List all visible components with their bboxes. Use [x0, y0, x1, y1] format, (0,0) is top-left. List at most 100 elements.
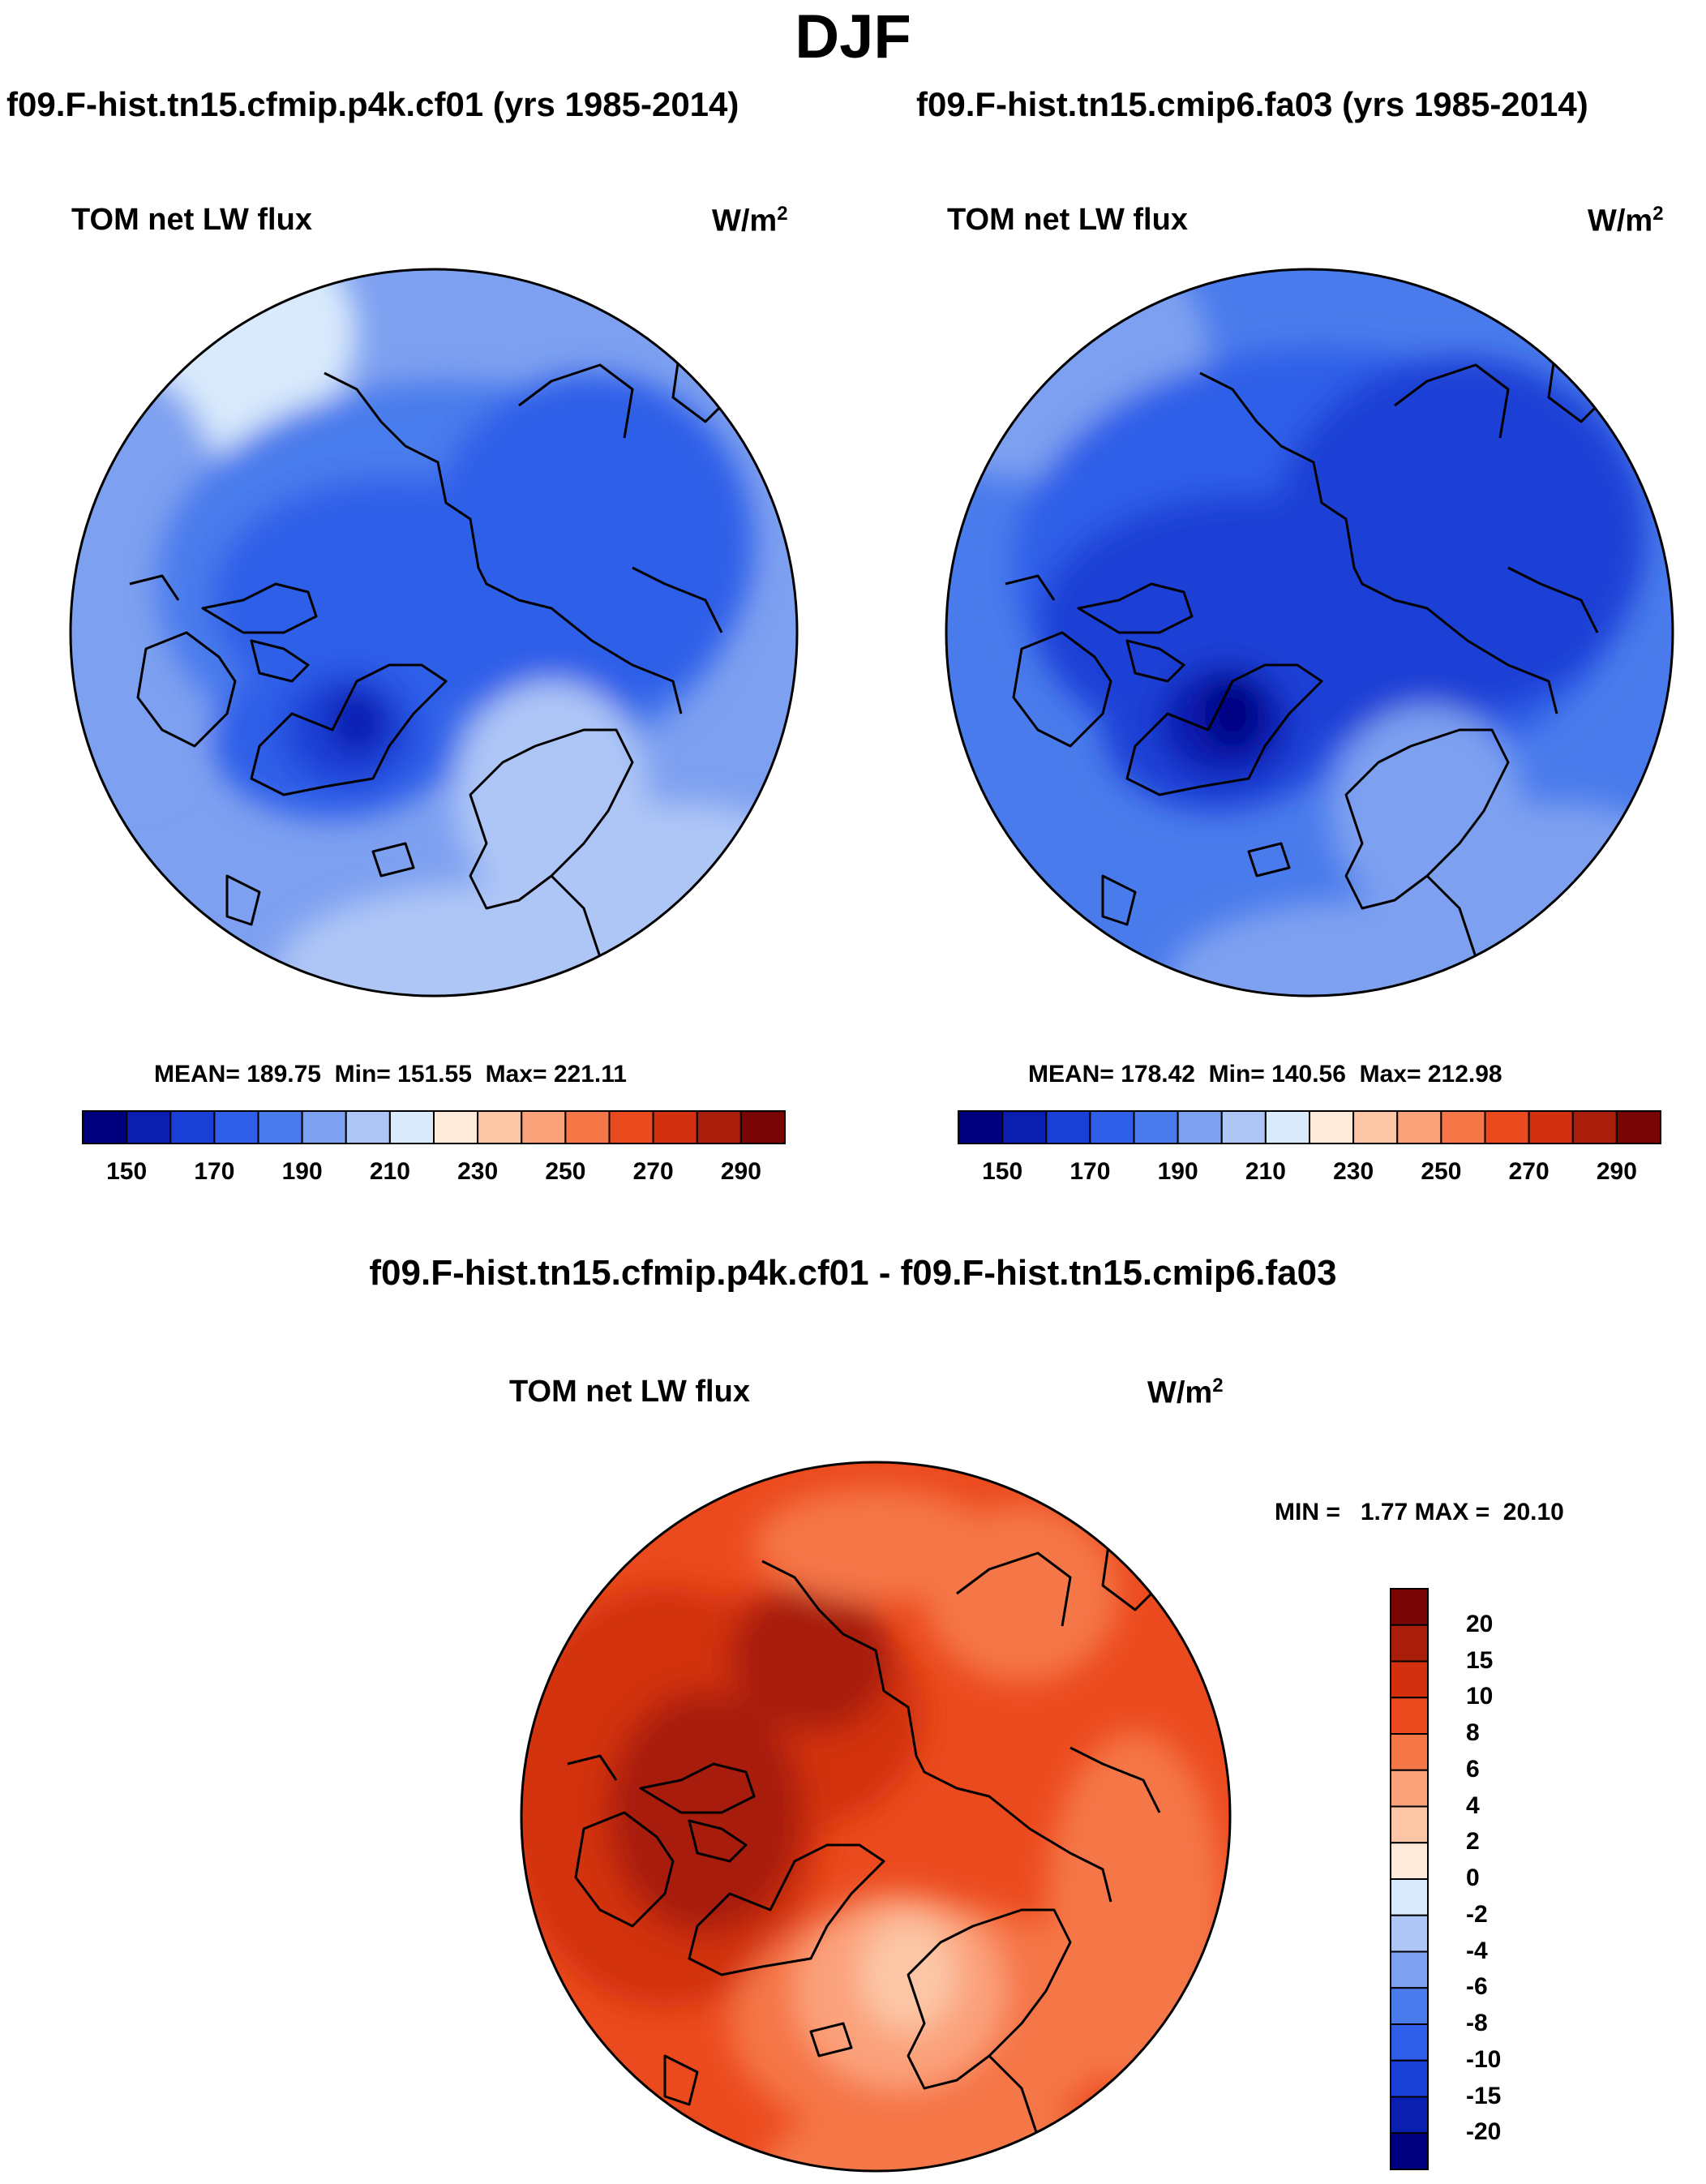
difference-colorbar-box: [1390, 2023, 1429, 2062]
left-colorbar-box: [521, 1110, 567, 1144]
difference-colorbar-tick-label: -15: [1466, 2082, 1502, 2109]
right-units-label: W/m2: [1588, 203, 1664, 238]
right-polar-map: [945, 268, 1674, 998]
left-stats: MEAN= 189.75 Min= 151.55 Max= 221.11: [154, 1061, 627, 1088]
difference-colorbar: [1390, 1588, 1429, 2170]
difference-colorbar-tick-label: 15: [1466, 1646, 1494, 1674]
diff-units-label: W/m2: [1147, 1375, 1224, 1410]
difference-colorbar-box: [1390, 1878, 1429, 1916]
right-colorbar: [958, 1110, 1661, 1144]
difference-colorbar-tick-label: -4: [1466, 1937, 1488, 1964]
left-colorbar-box: [82, 1110, 128, 1144]
difference-colorbar-tick-label: 2: [1466, 1828, 1480, 1856]
difference-colorbar-tick-label: 8: [1466, 1719, 1480, 1746]
right-colorbar-box: [1484, 1110, 1530, 1144]
difference-minmax: MIN = 1.77 MAX = 20.10: [1275, 1499, 1564, 1525]
difference-colorbar-tick-label: 6: [1466, 1755, 1480, 1783]
right-colorbar-tick-label: 290: [1596, 1158, 1637, 1185]
right-colorbar-box: [1309, 1110, 1355, 1144]
right-colorbar-box: [1396, 1110, 1442, 1144]
difference-colorbar-tick-label: 10: [1466, 1683, 1494, 1710]
left-colorbar-box: [477, 1110, 523, 1144]
right-colorbar-tick-label: 210: [1245, 1158, 1286, 1185]
left-colorbar-tick-label: 210: [369, 1158, 410, 1185]
left-colorbar-box: [257, 1110, 303, 1144]
right-colorbar-box: [1089, 1110, 1135, 1144]
right-case-title: f09.F-hist.tn15.cmip6.fa03 (yrs 1985-201…: [916, 85, 1588, 123]
difference-colorbar-tick-label: 20: [1466, 1610, 1494, 1637]
right-colorbar-tick-label: 270: [1508, 1158, 1550, 1185]
difference-colorbar-box: [1390, 2059, 1429, 2098]
difference-colorbar-box: [1390, 1624, 1429, 1663]
difference-colorbar-box: [1390, 1842, 1429, 1880]
figure-title: DJF: [795, 2, 911, 71]
left-variable-label: TOM net LW flux: [71, 203, 312, 237]
left-colorbar-box: [433, 1110, 479, 1144]
right-stats: MEAN= 178.42 Min= 140.56 Max= 212.98: [1028, 1061, 1502, 1088]
right-colorbar-box: [958, 1110, 1004, 1144]
left-colorbar: [82, 1110, 786, 1144]
left-colorbar-tick-label: 230: [457, 1158, 499, 1185]
difference-colorbar-box: [1390, 2132, 1429, 2170]
right-colorbar-tick-label: 190: [1157, 1158, 1198, 1185]
left-colorbar-tick-label: 250: [545, 1158, 586, 1185]
difference-title: f09.F-hist.tn15.cfmip.p4k.cf01 - f09.F-h…: [369, 1253, 1337, 1293]
difference-colorbar-tick-label: -10: [1466, 2045, 1502, 2073]
difference-colorbar-tick-label: -8: [1466, 2010, 1488, 2036]
right-colorbar-box: [1264, 1110, 1310, 1144]
left-units-label: W/m2: [712, 203, 788, 238]
right-colorbar-box: [1440, 1110, 1486, 1144]
right-colorbar-box: [1352, 1110, 1399, 1144]
difference-polar-map: [520, 1461, 1232, 2173]
left-colorbar-box: [301, 1110, 347, 1144]
difference-colorbar-box: [1390, 1914, 1429, 1953]
right-colorbar-ticks: 150 170 190 210 230 250 270 290: [957, 1158, 1662, 1191]
right-colorbar-tick-label: 250: [1421, 1158, 1462, 1185]
right-colorbar-box: [1045, 1110, 1091, 1144]
difference-colorbar-box: [1390, 1987, 1429, 2025]
left-colorbar-box: [213, 1110, 259, 1144]
difference-colorbar-box: [1390, 1769, 1429, 1808]
right-colorbar-box: [1177, 1110, 1223, 1144]
left-colorbar-box: [126, 1110, 172, 1144]
left-colorbar-box: [652, 1110, 698, 1144]
left-colorbar-box: [169, 1110, 216, 1144]
left-colorbar-box: [608, 1110, 654, 1144]
left-case-title: f09.F-hist.tn15.cfmip.p4k.cf01 (yrs 1985…: [6, 85, 739, 123]
difference-colorbar-tick-label: -20: [1466, 2118, 1502, 2146]
left-colorbar-tick-label: 270: [632, 1158, 674, 1185]
difference-colorbar-box: [1390, 1697, 1429, 1735]
difference-colorbar-box: [1390, 1660, 1429, 1699]
difference-colorbar-box: [1390, 1588, 1429, 1626]
left-colorbar-tick-label: 150: [106, 1158, 148, 1185]
diff-variable-label: TOM net LW flux: [509, 1375, 750, 1409]
right-colorbar-box: [1001, 1110, 1048, 1144]
left-colorbar-tick-label: 170: [194, 1158, 235, 1185]
right-colorbar-tick-label: 150: [982, 1158, 1023, 1185]
left-colorbar-tick-label: 190: [281, 1158, 323, 1185]
difference-colorbar-tick-label: 0: [1466, 1864, 1480, 1891]
difference-colorbar-box: [1390, 2096, 1429, 2135]
left-colorbar-tick-label: 290: [720, 1158, 761, 1185]
left-polar-map: [69, 268, 799, 998]
difference-colorbar-box: [1390, 1950, 1429, 1989]
right-colorbar-tick-label: 170: [1069, 1158, 1111, 1185]
left-colorbar-box: [345, 1110, 391, 1144]
left-colorbar-box: [564, 1110, 611, 1144]
difference-colorbar-tick-label: 4: [1466, 1791, 1480, 1819]
left-colorbar-box: [696, 1110, 742, 1144]
difference-colorbar-box: [1390, 1733, 1429, 1771]
difference-colorbar-box: [1390, 1805, 1429, 1844]
right-colorbar-box: [1220, 1110, 1267, 1144]
difference-colorbar-tick-label: -6: [1466, 1973, 1488, 2001]
difference-colorbar-ticks: 20 15 10 8 6 4 2 0 -2 -4 -6 -8 -10 -15 -20: [1466, 1587, 1563, 2171]
right-variable-label: TOM net LW flux: [947, 203, 1188, 237]
right-colorbar-tick-label: 230: [1333, 1158, 1374, 1185]
right-colorbar-box: [1133, 1110, 1179, 1144]
difference-colorbar-tick-label: -2: [1466, 1900, 1488, 1928]
right-colorbar-box: [1528, 1110, 1574, 1144]
left-colorbar-ticks: 150 170 190 210 230 250 270 290: [81, 1158, 787, 1191]
right-colorbar-box: [1615, 1110, 1661, 1144]
right-colorbar-box: [1571, 1110, 1618, 1144]
left-colorbar-box: [739, 1110, 786, 1144]
